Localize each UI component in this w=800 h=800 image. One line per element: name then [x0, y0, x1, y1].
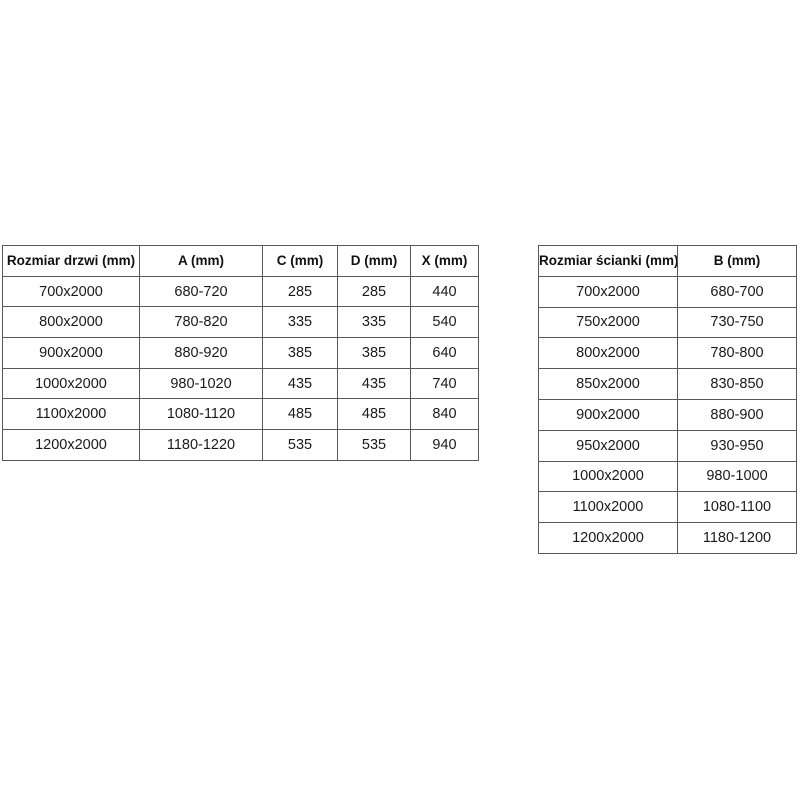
table-row: 1200x2000 1180-1220 535 535 940 [2, 429, 479, 461]
table-cell: 1180-1220 [139, 429, 263, 461]
table-cell: 1180-1200 [677, 522, 797, 554]
table-cell: 1080-1100 [677, 491, 797, 524]
table-cell: 1000x2000 [2, 367, 140, 400]
table-cell: 730-750 [677, 306, 797, 339]
table-cell: 780-820 [139, 306, 263, 339]
table-cell: 485 [337, 398, 411, 431]
table-cell: 535 [262, 429, 338, 461]
table-cell: 1100x2000 [538, 491, 678, 524]
table-cell: 800x2000 [538, 337, 678, 370]
table-cell: 840 [410, 398, 479, 431]
table-row: 700x2000 680-720 285 285 440 [2, 275, 479, 308]
column-header-x: X (mm) [410, 245, 479, 277]
table-cell: 335 [337, 306, 411, 339]
table-row: 1100x2000 1080-1120 485 485 840 [2, 398, 479, 431]
table-row: 850x2000 830-850 [538, 368, 797, 400]
table-cell: 850x2000 [538, 368, 678, 400]
table-row: 1000x2000 980-1000 [538, 460, 797, 493]
table-row: 1100x2000 1080-1100 [538, 491, 797, 524]
table-cell: 1200x2000 [538, 522, 678, 554]
table-row: 700x2000 680-700 [538, 275, 797, 308]
table-cell: 700x2000 [2, 275, 140, 308]
table-cell: 940 [410, 429, 479, 461]
table-cell: 285 [262, 275, 338, 308]
table-cell: 1080-1120 [139, 398, 263, 431]
table-cell: 930-950 [677, 429, 797, 462]
table-cell: 900x2000 [538, 398, 678, 431]
table-cell: 980-1000 [677, 460, 797, 493]
table-cell: 440 [410, 275, 479, 308]
table-row: 1000x2000 980-1020 435 435 740 [2, 367, 479, 400]
door-sizes-table: Rozmiar drzwi (mm) A (mm) C (mm) D (mm) … [2, 245, 479, 461]
table-cell: 880-900 [677, 398, 797, 431]
table-cell: 740 [410, 367, 479, 400]
table-cell: 285 [337, 275, 411, 308]
column-header-b: B (mm) [677, 245, 797, 277]
column-header-d: D (mm) [337, 245, 411, 277]
table-cell: 950x2000 [538, 429, 678, 462]
table-row: 800x2000 780-800 [538, 337, 797, 370]
wall-sizes-table: Rozmiar ścianki (mm) B (mm) 700x2000 680… [538, 245, 797, 554]
table-cell: 535 [337, 429, 411, 461]
table-cell: 1200x2000 [2, 429, 140, 461]
column-header-c: C (mm) [262, 245, 338, 277]
table-row: 900x2000 880-920 385 385 640 [2, 337, 479, 369]
table-cell: 1000x2000 [538, 460, 678, 493]
table-row: 800x2000 780-820 335 335 540 [2, 306, 479, 339]
table-cell: 335 [262, 306, 338, 339]
table-cell: 800x2000 [2, 306, 140, 339]
table-header-row: Rozmiar ścianki (mm) B (mm) [538, 245, 797, 277]
table-cell: 980-1020 [139, 367, 263, 400]
table-cell: 830-850 [677, 368, 797, 400]
table-cell: 485 [262, 398, 338, 431]
table-cell: 435 [262, 367, 338, 400]
table-row: 950x2000 930-950 [538, 429, 797, 462]
table-cell: 900x2000 [2, 337, 140, 369]
table-cell: 680-720 [139, 275, 263, 308]
table-cell: 435 [337, 367, 411, 400]
table-row: 1200x2000 1180-1200 [538, 522, 797, 554]
table-cell: 385 [337, 337, 411, 369]
table-row: 750x2000 730-750 [538, 306, 797, 339]
table-cell: 750x2000 [538, 306, 678, 339]
table-cell: 700x2000 [538, 275, 678, 308]
table-cell: 640 [410, 337, 479, 369]
table-cell: 680-700 [677, 275, 797, 308]
table-cell: 880-920 [139, 337, 263, 369]
table-cell: 780-800 [677, 337, 797, 370]
table-row: 900x2000 880-900 [538, 398, 797, 431]
table-header-row: Rozmiar drzwi (mm) A (mm) C (mm) D (mm) … [2, 245, 479, 277]
column-header-wall-size: Rozmiar ścianki (mm) [538, 245, 678, 277]
table-cell: 1100x2000 [2, 398, 140, 431]
column-header-door-size: Rozmiar drzwi (mm) [2, 245, 140, 277]
table-cell: 540 [410, 306, 479, 339]
table-cell: 385 [262, 337, 338, 369]
column-header-a: A (mm) [139, 245, 263, 277]
